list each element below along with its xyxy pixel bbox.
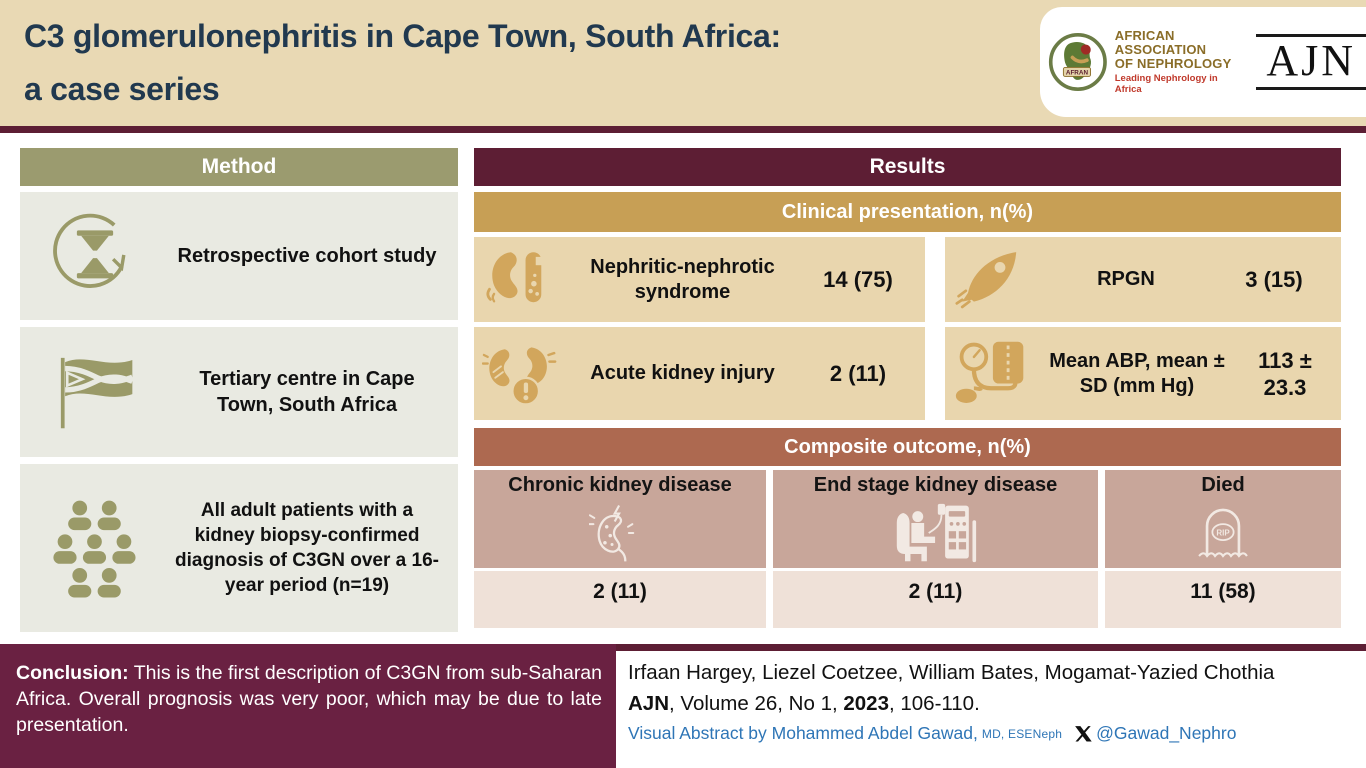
method-header: Method — [20, 148, 458, 186]
composite-item-died: Died RIP — [1105, 470, 1341, 568]
composite-item-eskd: End stage kidney disease — [773, 470, 1098, 568]
clinical-item-label: Nephritic-nephrotic syndrome — [590, 255, 775, 303]
citation-credit: Visual Abstract by Mohammed Abdel Gawad,… — [628, 723, 1366, 744]
results-header: Results — [474, 148, 1341, 186]
blood-pressure-icon — [955, 341, 1024, 403]
page-title-line1: C3 glomerulonephritis in Cape Town, Sout… — [24, 18, 781, 54]
clinical-item-value: 2 (11) — [829, 361, 887, 386]
composite-item-ckd: Chronic kidney disease — [474, 470, 766, 568]
citation-panel: Irfaan Hargey, Liezel Coetzee, William B… — [617, 651, 1366, 768]
svg-text:AFRAN: AFRAN — [1066, 70, 1089, 77]
clinical-item-value: 14 (75) — [823, 267, 893, 292]
clinical-item-abp: Mean ABP, mean ± SD (mm Hg) 113 ± 23.3 — [945, 327, 1341, 420]
header-divider — [0, 126, 1366, 133]
conclusion-text: Conclusion: This is the first descriptio… — [16, 662, 602, 736]
citation-authors: Irfaan Hargey, Liezel Coetzee, William B… — [628, 661, 1275, 684]
clinical-item-value: 3 (15) — [1245, 267, 1303, 292]
method-item-centre: Tertiary centre in Cape Town, South Afri… — [20, 327, 458, 457]
method-item-text: Retrospective cohort study — [177, 245, 437, 267]
afran-wordmark: AFRICAN ASSOCIATION OF NEPHROLOGY Leadin… — [1114, 28, 1235, 96]
kidney-injury-icon — [482, 346, 557, 406]
credit-suffix: MD, ESENeph — [981, 726, 1063, 741]
clinical-item-rpgn: RPGN 3 (15) — [945, 237, 1341, 322]
citation-journal: AJN — [628, 692, 670, 715]
method-item-retrospective: Retrospective cohort study — [20, 192, 458, 320]
clinical-item-label: RPGN — [1097, 268, 1155, 290]
ajn-logo-text: AJN — [1266, 36, 1356, 85]
method-item-text: All adult patients with a kidney biopsy-… — [175, 500, 439, 596]
composite-item-value: 11 (58) — [1105, 571, 1341, 628]
ajn-logo: AJN — [1256, 34, 1366, 90]
page-title-line2: a case series — [24, 71, 220, 107]
conclusion-label: Conclusion: — [16, 662, 129, 684]
clinical-item-value: 113 ± 23.3 — [1258, 347, 1312, 400]
citation-reference: AJN, Volume 26, No 1, 2023, 106-110. — [628, 692, 980, 715]
method-item-patients: All adult patients with a kidney biopsy-… — [20, 464, 458, 632]
afran-org-line3: OF NEPHROLOGY — [1114, 56, 1232, 71]
afran-tagline: Leading Nephrology in Africa — [1114, 73, 1218, 95]
hourglass-cycle-icon — [53, 213, 126, 288]
composite-item-value: 2 (11) — [773, 571, 1098, 628]
page-title: C3 glomerulonephritis in Cape Town, Sout… — [24, 10, 1024, 116]
clinical-item-aki: Acute kidney injury 2 (11) — [474, 327, 925, 420]
kidney-testtube-icon — [486, 251, 544, 302]
credit-handle: @Gawad_Nephro — [1096, 723, 1237, 743]
clinical-item-label: Mean ABP, mean ± SD (mm Hg) — [1049, 349, 1225, 397]
clinical-item-nephritic: Nephritic-nephrotic syndrome 14 (75) — [474, 237, 925, 322]
composite-outcome-header: Composite outcome, n(%) — [474, 428, 1341, 466]
ckd-kidney-icon — [589, 504, 635, 561]
method-item-text: Tertiary centre in Cape Town, South Afri… — [199, 368, 415, 416]
afran-logo: AFRAN AFRICAN ASSOCIATION OF NEPHROLOGY … — [1048, 29, 1234, 95]
credit-text: Visual Abstract by Mohammed Abdel Gawad, — [628, 723, 978, 743]
footer-divider — [0, 644, 1366, 651]
afran-org-line2: ASSOCIATION — [1114, 42, 1207, 57]
composite-item-label: Died — [1201, 474, 1245, 496]
afran-org-line1: AFRICAN — [1114, 28, 1175, 43]
citation-year: 2023 — [843, 692, 889, 715]
composite-item-label: Chronic kidney disease — [508, 474, 732, 496]
composite-item-value: 2 (11) — [474, 571, 766, 628]
svg-text:RIP: RIP — [1216, 528, 1230, 537]
south-africa-flag-icon — [60, 357, 134, 429]
rocket-icon — [955, 251, 1017, 308]
logo-panel: AFRAN AFRICAN ASSOCIATION OF NEPHROLOGY … — [1040, 7, 1366, 117]
clinical-item-label: Acute kidney injury — [590, 362, 775, 384]
tombstone-icon: RIP — [1198, 508, 1248, 558]
dialysis-icon — [896, 503, 976, 562]
clinical-presentation-header: Clinical presentation, n(%) — [474, 192, 1341, 232]
header-band: C3 glomerulonephritis in Cape Town, Sout… — [0, 0, 1366, 126]
patients-group-icon — [53, 500, 136, 598]
afran-emblem-icon: AFRAN — [1048, 33, 1107, 91]
x-twitter-icon — [1075, 725, 1092, 741]
conclusion-panel: Conclusion: This is the first descriptio… — [0, 644, 616, 768]
composite-item-label: End stage kidney disease — [813, 474, 1058, 496]
